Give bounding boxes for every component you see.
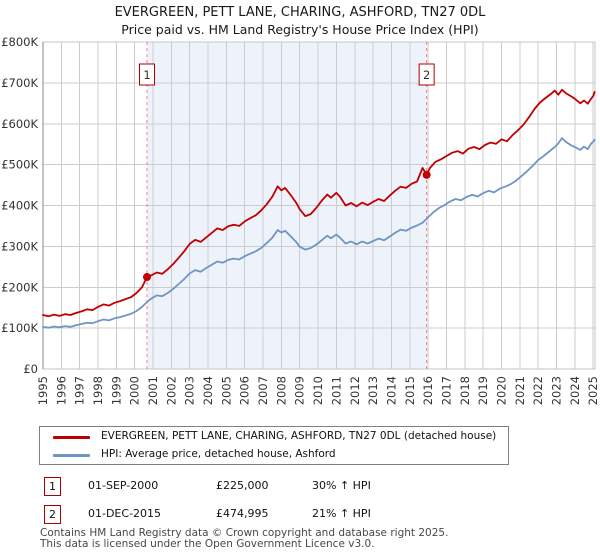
- transaction-1-date: 01-SEP-2000: [88, 479, 159, 492]
- transaction-2-number-box: 2: [44, 505, 61, 524]
- sale-number-box: [418, 63, 435, 86]
- x-tick-label: 2019: [476, 376, 490, 405]
- x-tick-label: 2002: [164, 376, 178, 405]
- x-tick-label: 2012: [348, 376, 362, 405]
- sale-number-label: 2: [423, 68, 430, 82]
- transaction-2-date: 01-DEC-2015: [88, 507, 162, 520]
- footer-licence: This data is licensed under the Open Gov…: [40, 538, 375, 550]
- x-tick-label: 1998: [91, 376, 105, 405]
- x-tick-label: 2006: [238, 376, 252, 405]
- y-tick-label: £800K: [1, 35, 38, 49]
- footer-copyright: Contains HM Land Registry data © Crown c…: [40, 527, 449, 539]
- x-tick-label: 2008: [274, 376, 288, 405]
- y-tick-label: £100K: [1, 321, 38, 335]
- x-tick-label: 1995: [36, 376, 50, 405]
- transaction-2-hpi-delta: 21% ↑ HPI: [312, 507, 371, 520]
- page-subtitle: Price paid vs. HM Land Registry's House …: [121, 22, 479, 37]
- x-tick-label: 2013: [366, 376, 380, 405]
- y-tick-label: £300K: [1, 239, 38, 253]
- y-tick-label: £200K: [1, 280, 38, 294]
- legend-label-price-paid: EVERGREEN, PETT LANE, CHARING, ASHFORD, …: [101, 430, 497, 442]
- y-tick-label: £0: [23, 362, 38, 376]
- x-tick-label: 2001: [146, 376, 160, 405]
- transaction-2-price: £474,995: [216, 507, 269, 520]
- series-line-hpi: [42, 137, 596, 329]
- legend-line-swatch-blue: [53, 454, 90, 457]
- x-tick-label: 2023: [549, 376, 563, 405]
- legend-line-swatch-red: [53, 436, 90, 439]
- x-tick-label: 2000: [128, 376, 142, 405]
- x-tick-label: 1999: [109, 376, 123, 405]
- x-tick-label: 2022: [531, 376, 545, 405]
- x-tick-label: 1997: [73, 376, 87, 405]
- y-tick-label: £500K: [1, 158, 38, 172]
- sale-point-marker: [422, 170, 431, 179]
- price-chart: 1 2 £0 £100K £200K £300K £400K £500K £600K £700K £…: [1, 35, 600, 405]
- legend-item-price-paid: EVERGREEN, PETT LANE, CHARING, ASHFORD, …: [40, 430, 508, 448]
- x-tick-label: 2010: [311, 376, 325, 405]
- transaction-1-hpi-delta: 30% ↑ HPI: [312, 479, 371, 492]
- legend-label-hpi: HPI: Average price, detached house, Ashf…: [101, 448, 336, 460]
- x-tick-label: 2021: [513, 376, 527, 405]
- x-tick-label: 2015: [403, 376, 417, 405]
- x-tick-label: 2024: [568, 376, 582, 405]
- x-tick-label: 2018: [458, 376, 472, 405]
- sale-number-label: 1: [143, 68, 150, 82]
- x-tick-label: 2011: [329, 376, 343, 405]
- x-tick-label: 2025: [586, 376, 600, 405]
- sale-number-box: [138, 63, 155, 86]
- series-line-price-paid: [42, 88, 596, 318]
- x-tick-label: 1996: [54, 376, 68, 405]
- transaction-1-price: £225,000: [216, 479, 269, 492]
- y-tick-label: £400K: [1, 199, 38, 213]
- x-tick-label: 2014: [384, 376, 398, 405]
- x-tick-label: 2007: [256, 376, 270, 405]
- sale-point-marker: [142, 273, 151, 282]
- chart-legend: EVERGREEN, PETT LANE, CHARING, ASHFORD, …: [39, 426, 509, 465]
- x-tick-label: 2009: [293, 376, 307, 405]
- x-tick-label: 2016: [421, 376, 435, 405]
- x-tick-label: 2005: [219, 376, 233, 405]
- x-tick-label: 2004: [201, 376, 215, 405]
- x-tick-label: 2003: [183, 376, 197, 405]
- transaction-1-number-box: 1: [44, 477, 61, 496]
- y-tick-label: £600K: [1, 117, 38, 131]
- page-title: EVERGREEN, PETT LANE, CHARING, ASHFORD, …: [114, 5, 486, 20]
- x-tick-label: 2020: [494, 376, 508, 405]
- legend-item-hpi: HPI: Average price, detached house, Ashf…: [40, 448, 508, 466]
- x-tick-label: 2017: [439, 376, 453, 405]
- y-tick-label: £700K: [1, 76, 38, 90]
